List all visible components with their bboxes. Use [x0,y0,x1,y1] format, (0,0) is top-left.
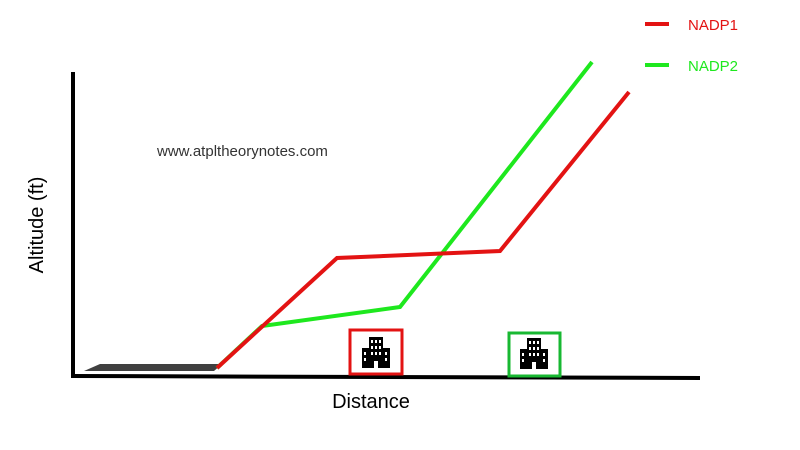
x-axis-label: Distance [332,391,410,413]
runway [84,364,222,371]
legend-label-nadp2: NADP2 [688,58,738,75]
legend-label-nadp1: NADP1 [688,17,738,34]
x-axis [71,376,700,378]
obstacle-red [350,330,402,374]
obstacle-green [509,333,560,376]
nadp2-profile-line [217,62,592,368]
legend: NADP1 NADP2 [645,17,738,75]
nadp1-profile-line [217,92,629,368]
y-axis-label: Altitude (ft) [26,177,48,274]
watermark-text: www.atpltheorynotes.com [156,143,328,160]
